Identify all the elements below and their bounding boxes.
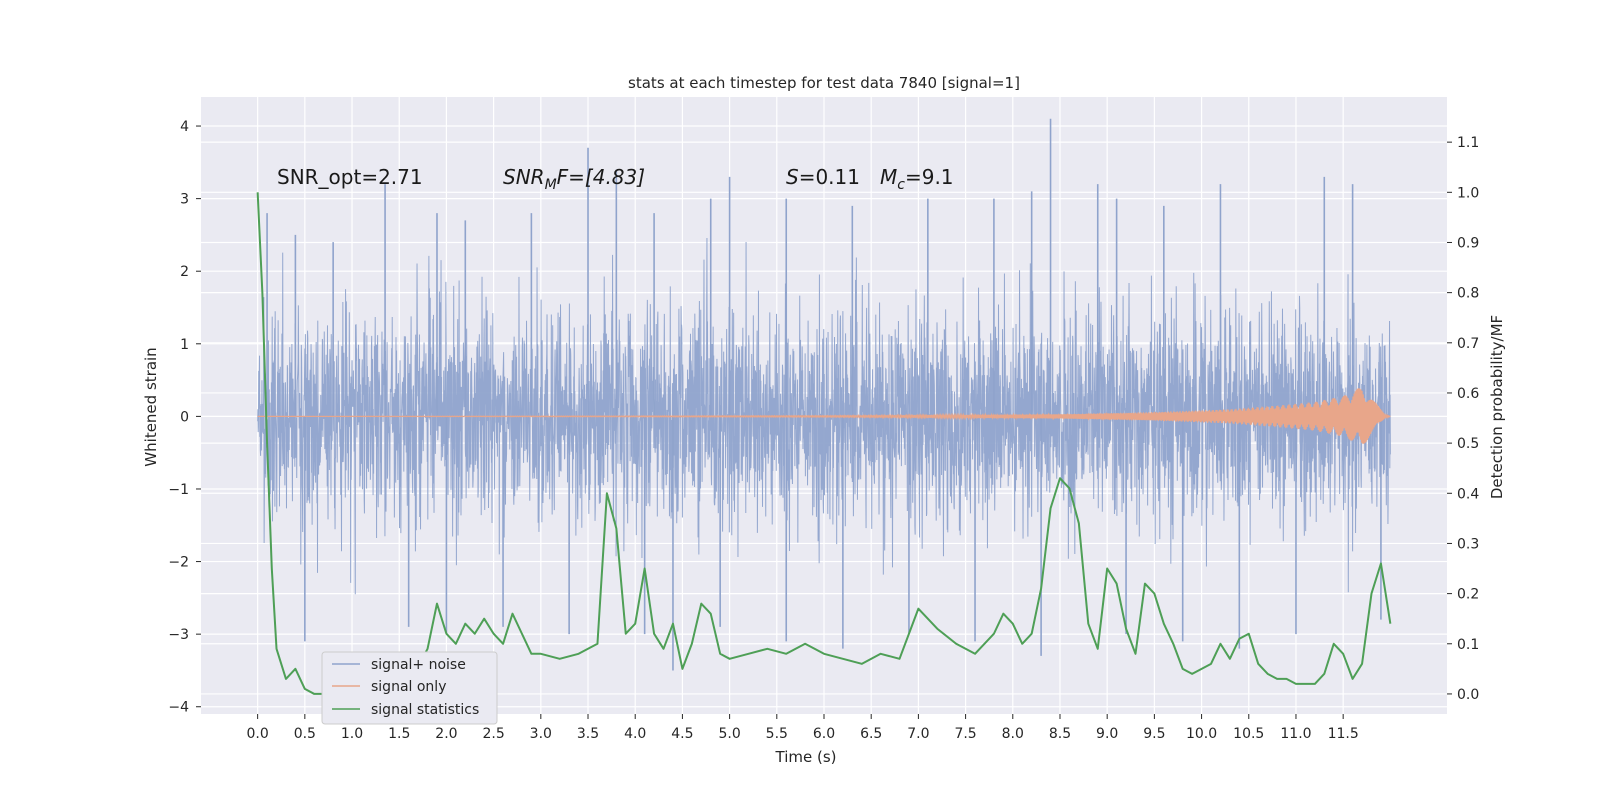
x-tick-label: 4.0 bbox=[624, 726, 646, 742]
mc-main: M bbox=[880, 165, 897, 189]
y-tick-label: 0 bbox=[180, 409, 189, 425]
x-tick-label: 11.0 bbox=[1280, 726, 1311, 742]
y-tick-label: 4 bbox=[180, 119, 189, 135]
annotation-s: S=0.11 bbox=[786, 165, 860, 189]
y-axis-label: Whitened strain bbox=[142, 347, 160, 466]
x-tick-label: 5.0 bbox=[718, 726, 740, 742]
mc-rest: =9.1 bbox=[905, 165, 954, 189]
y2-tick-label: 0.4 bbox=[1457, 486, 1479, 502]
legend-label-signal-statistics: signal statistics bbox=[371, 702, 479, 718]
statistics-line bbox=[256, 192, 1392, 695]
y2-tick-label: 0.3 bbox=[1457, 536, 1479, 552]
series-signal-only bbox=[257, 388, 1391, 444]
x-tick-label: 3.0 bbox=[530, 726, 552, 742]
x-tick-label: 8.5 bbox=[1049, 726, 1071, 742]
x-tick-label: 3.5 bbox=[577, 726, 599, 742]
legend-frame bbox=[321, 651, 498, 725]
y2-axis-ticks: 0.0 0.1 0.2 0.3 0.4 0.5 0.6 0.7 0.8 0.9 1.0 1.1 bbox=[1447, 135, 1479, 703]
y2-axis-label: Detection probability/MF bbox=[1488, 315, 1506, 499]
y2-tick-label: 1.1 bbox=[1457, 135, 1479, 151]
y2-tick-label: 0.8 bbox=[1457, 286, 1479, 302]
x-tick-label: 4.5 bbox=[671, 726, 693, 742]
x-tick-label: 5.5 bbox=[766, 726, 788, 742]
x-tick-label: 1.0 bbox=[341, 726, 363, 742]
x-tick-label: 1.5 bbox=[388, 726, 410, 742]
x-tick-label: 10.0 bbox=[1186, 726, 1217, 742]
legend-label-signal-only: signal only bbox=[371, 679, 446, 695]
x-tick-label: 11.5 bbox=[1328, 726, 1359, 742]
annotation-snr-mf: SNRMF=[4.83] bbox=[503, 165, 645, 193]
snr-mf-sub: M bbox=[545, 177, 557, 193]
s-rest: =0.11 bbox=[799, 165, 860, 189]
s-main: S bbox=[786, 165, 799, 189]
snr-mf-main: SNR bbox=[503, 165, 545, 189]
y-tick-label: −2 bbox=[168, 555, 189, 571]
annotation-snr-opt: SNR_opt=2.71 bbox=[277, 165, 423, 189]
y-axis-ticks: −4 −3 −2 −1 0 1 2 3 4 bbox=[168, 119, 201, 716]
x-tick-label: 6.0 bbox=[813, 726, 835, 742]
x-tick-label: 0.5 bbox=[294, 726, 316, 742]
series-signal-plus-noise bbox=[257, 118, 1391, 671]
x-tick-label: 7.0 bbox=[907, 726, 929, 742]
snr-mf-rest: F=[4.83] bbox=[557, 165, 645, 189]
y2-tick-label: 0.0 bbox=[1457, 687, 1479, 703]
x-tick-label: 6.5 bbox=[860, 726, 882, 742]
signal-trace bbox=[257, 388, 1391, 444]
y2-tick-label: 0.9 bbox=[1457, 235, 1479, 251]
x-tick-label: 10.5 bbox=[1233, 726, 1264, 742]
y2-tick-label: 1.0 bbox=[1457, 185, 1479, 201]
y-tick-label: −1 bbox=[168, 482, 189, 498]
x-tick-label: 9.5 bbox=[1143, 726, 1165, 742]
annotation-mc: Mc=9.1 bbox=[880, 165, 954, 193]
x-axis-ticks: 0.0 0.5 1.0 1.5 2.0 2.5 3.0 3.5 4.0 4.5 5.0 5.5 6.0 6… bbox=[247, 714, 1359, 742]
y2-tick-label: 0.6 bbox=[1457, 386, 1479, 402]
x-tick-label: 7.5 bbox=[954, 726, 976, 742]
mc-sub: c bbox=[897, 177, 905, 193]
y2-tick-label: 0.7 bbox=[1457, 336, 1479, 352]
series-signal-statistics bbox=[256, 192, 1392, 695]
x-tick-label: 9.0 bbox=[1096, 726, 1118, 742]
chart-title: stats at each timestep for test data 784… bbox=[628, 74, 1020, 92]
y-tick-label: −4 bbox=[168, 700, 189, 716]
y-tick-label: 2 bbox=[180, 264, 189, 280]
x-tick-label: 2.0 bbox=[435, 726, 457, 742]
y-tick-label: 1 bbox=[180, 337, 189, 353]
y-tick-label: 3 bbox=[180, 192, 189, 208]
x-tick-label: 2.5 bbox=[482, 726, 504, 742]
x-tick-label: 8.0 bbox=[1002, 726, 1024, 742]
y2-tick-label: 0.2 bbox=[1457, 587, 1479, 603]
y2-tick-label: 0.5 bbox=[1457, 436, 1479, 452]
legend: signal+ noise signal only signal statist… bbox=[321, 651, 498, 725]
y2-tick-label: 0.1 bbox=[1457, 637, 1479, 653]
y-tick-label: −3 bbox=[168, 627, 189, 643]
legend-label-signal-plus-noise: signal+ noise bbox=[371, 657, 466, 673]
x-tick-label: 0.0 bbox=[247, 726, 269, 742]
x-axis-label: Time (s) bbox=[775, 748, 837, 766]
